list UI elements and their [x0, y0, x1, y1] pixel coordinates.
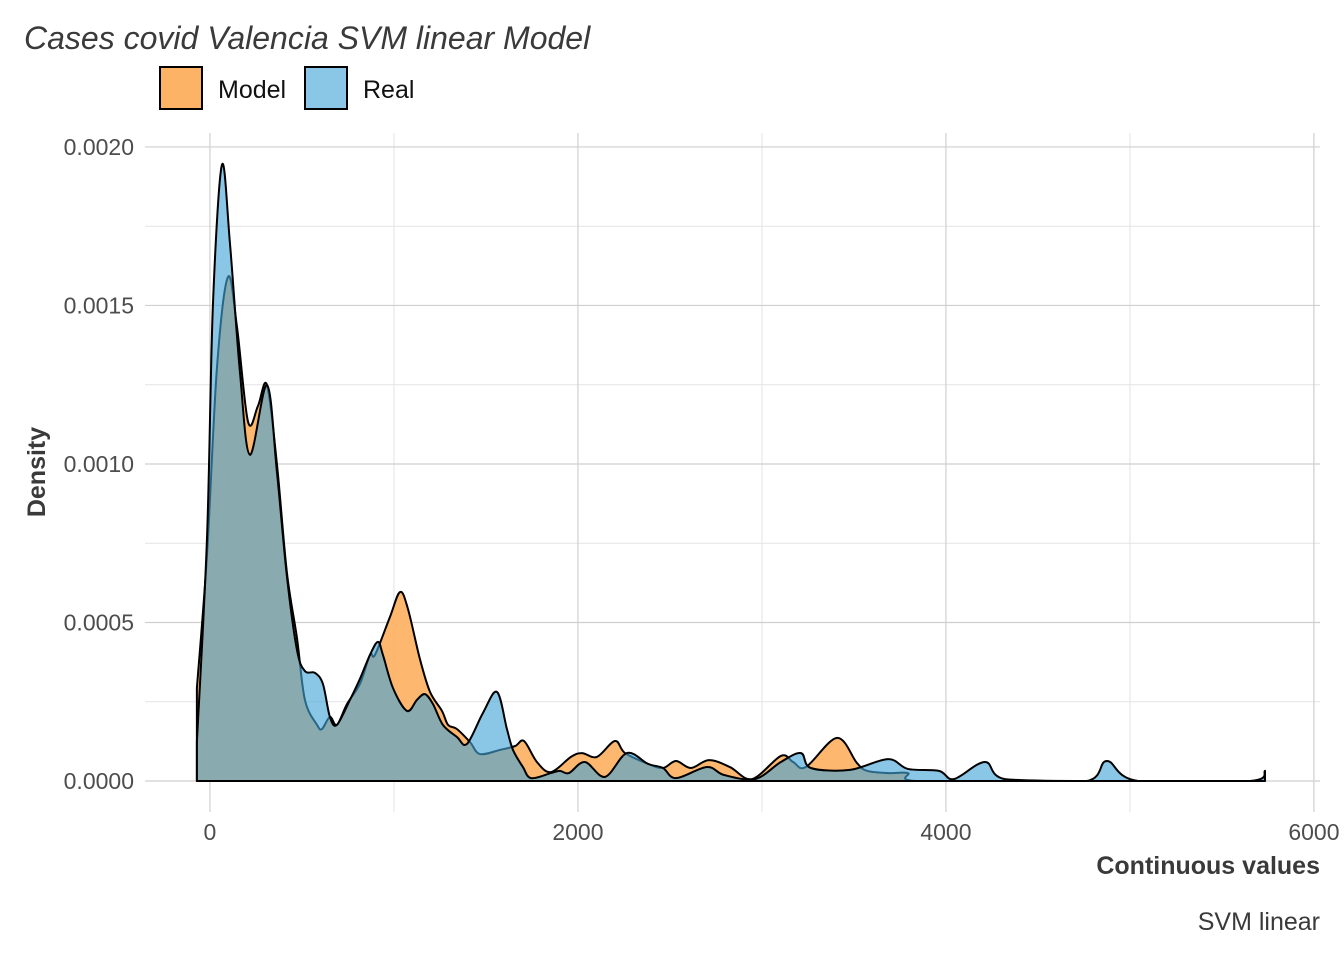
chart-caption: SVM linear — [1198, 908, 1320, 936]
density-areas — [195, 162, 1266, 782]
y-tick-label: 0.0000 — [64, 768, 134, 794]
x-tick-label: 0 — [204, 819, 217, 845]
legend-key-model — [159, 66, 203, 110]
x-axis-title: Continuous values — [1096, 852, 1320, 880]
y-tick-label: 0.0010 — [64, 451, 134, 477]
density-area-real — [195, 162, 1266, 782]
y-tick-label: 0.0015 — [64, 292, 134, 318]
y-axis-title: Density — [23, 427, 51, 517]
x-tick-label: 4000 — [920, 819, 971, 845]
legend: Model Real — [159, 66, 414, 110]
y-tick-label: 0.0020 — [64, 134, 134, 160]
y-tick-label: 0.0005 — [64, 609, 134, 635]
x-tick-label: 2000 — [552, 819, 603, 845]
legend-key-real — [304, 66, 348, 110]
legend-label-real: Real — [363, 76, 414, 104]
y-axis-ticks: 0.0000 0.0005 0.0010 0.0015 0.0020 — [64, 134, 134, 794]
x-axis-ticks: 0 2000 4000 6000 — [204, 819, 1340, 845]
chart-title: Cases covid Valencia SVM linear Model — [24, 20, 591, 56]
legend-label-model: Model — [218, 76, 286, 104]
x-tick-label: 6000 — [1288, 819, 1339, 845]
